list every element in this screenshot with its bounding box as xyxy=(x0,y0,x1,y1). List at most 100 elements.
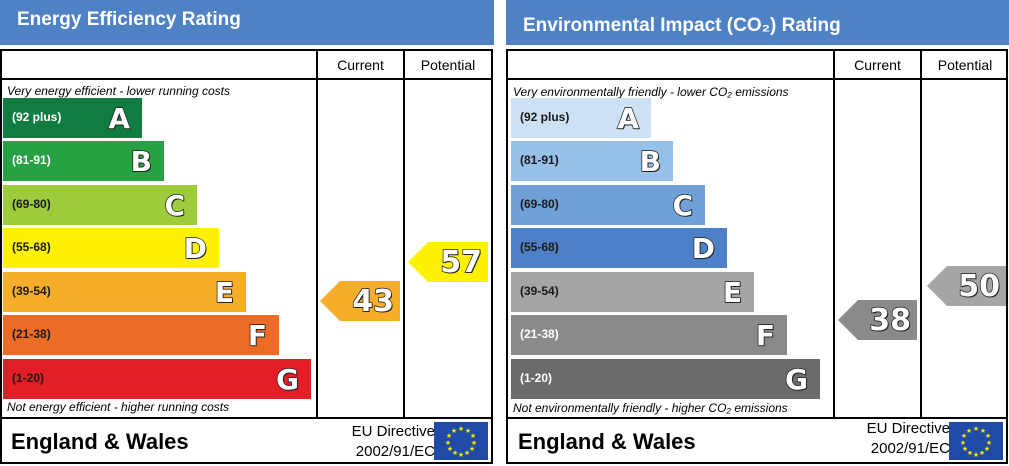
energy-current-arrow: 43 xyxy=(320,281,400,321)
energy-band-c: (69-80) C xyxy=(3,185,197,225)
band-range: (55-68) xyxy=(520,240,559,254)
env-band-e: (39-54) E xyxy=(511,272,754,312)
energy-efficiency-panel: Energy Efficiency Rating Current Potenti… xyxy=(0,0,494,466)
energy-divider-current xyxy=(316,51,318,418)
environmental-title-band: Environmental Impact (CO₂) Rating xyxy=(506,0,1009,45)
energy-eu-directive: EU Directive 2002/91/EC xyxy=(352,422,435,462)
env-current-arrow: 38 xyxy=(838,300,917,340)
env-band-b: (81-91) B xyxy=(511,141,673,181)
energy-current-value: 43 xyxy=(352,283,395,319)
band-range: (81-91) xyxy=(12,153,51,167)
env-divider-current xyxy=(833,51,835,418)
svg-text:★: ★ xyxy=(458,425,464,433)
energy-header-divider xyxy=(2,78,491,80)
band-letter: C xyxy=(164,188,186,222)
svg-text:★: ★ xyxy=(458,451,464,459)
arrow-shape-icon xyxy=(838,300,917,340)
band-letter: B xyxy=(130,144,153,178)
eu-directive-line2: 2002/91/EC xyxy=(355,443,435,460)
energy-band-f: (21-38) F xyxy=(3,315,279,355)
env-col-potential: Potential xyxy=(937,57,993,73)
svg-text:★: ★ xyxy=(451,427,457,435)
band-range: (81-91) xyxy=(520,153,559,167)
env-band-c: (69-80) C xyxy=(511,185,705,225)
svg-text:★: ★ xyxy=(973,425,979,433)
energy-band-a: (92 plus) A xyxy=(3,98,142,138)
energy-band-e: (39-54) E xyxy=(3,272,246,312)
energy-potential-value: 57 xyxy=(440,244,483,280)
band-letter: A xyxy=(617,101,640,135)
band-letter: F xyxy=(755,318,776,352)
svg-text:★: ★ xyxy=(465,427,471,435)
svg-text:★: ★ xyxy=(469,445,475,453)
arrow-shape-icon xyxy=(408,242,488,282)
eu-flag-icon: ★ ★ ★ ★ ★ ★ ★ ★ ★ ★ ★ ★ xyxy=(434,422,488,460)
env-top-note: Very environmentally friendly - lower CO… xyxy=(513,85,789,99)
energy-title-band: Energy Efficiency Rating xyxy=(0,0,494,45)
svg-text:★: ★ xyxy=(962,445,968,453)
env-band-a: (92 plus) A xyxy=(511,98,651,138)
svg-text:★: ★ xyxy=(985,432,991,440)
energy-col-potential: Potential xyxy=(420,57,476,73)
energy-title: Energy Efficiency Rating xyxy=(17,9,241,30)
svg-text:★: ★ xyxy=(464,449,470,457)
band-letter: G xyxy=(275,362,299,396)
env-header-divider xyxy=(508,78,1006,80)
env-band-d: (55-68) D xyxy=(511,228,727,268)
band-letter: E xyxy=(722,275,743,309)
svg-text:★: ★ xyxy=(470,432,476,440)
env-current-value: 38 xyxy=(869,302,912,338)
arrow-shape-icon xyxy=(320,281,400,321)
svg-text:★: ★ xyxy=(961,432,967,440)
band-range: (21-38) xyxy=(12,327,51,341)
band-range: (92 plus) xyxy=(12,110,62,124)
energy-band-g: (1-20) G xyxy=(3,359,311,399)
env-col-current: Current xyxy=(854,57,901,73)
env-potential-arrow: 50 xyxy=(927,266,1006,306)
eu-directive-line1: EU Directive xyxy=(351,423,435,440)
svg-text:★: ★ xyxy=(986,439,992,447)
band-letter: F xyxy=(247,318,268,352)
band-letter: A xyxy=(108,101,131,135)
band-letter: B xyxy=(639,144,662,178)
energy-potential-arrow: 57 xyxy=(408,242,488,282)
svg-text:★: ★ xyxy=(966,427,972,435)
svg-text:★: ★ xyxy=(967,449,973,457)
env-eu-directive: EU Directive 2002/91/EC xyxy=(867,419,950,459)
band-range: (1-20) xyxy=(12,371,45,385)
arrow-shape-icon xyxy=(927,266,1006,306)
environmental-impact-panel: Environmental Impact (CO₂) Rating Curren… xyxy=(506,0,1009,466)
env-bottom-note: Not environmentally friendly - higher CO… xyxy=(513,401,788,415)
band-letter: D xyxy=(183,231,208,265)
svg-text:★: ★ xyxy=(452,449,458,457)
env-footer-divider xyxy=(508,417,1006,419)
band-range: (92 plus) xyxy=(520,110,570,124)
energy-bottom-note: Not energy efficient - higher running co… xyxy=(7,400,230,414)
env-band-f: (21-38) F xyxy=(511,315,787,355)
svg-text:★: ★ xyxy=(973,451,979,459)
band-range: (55-68) xyxy=(12,240,51,254)
eu-flag-icon: ★ ★ ★ ★ ★ ★ ★ ★ ★ ★ ★ ★ xyxy=(949,422,1003,460)
energy-rating-table: Current Potential Very energy efficient … xyxy=(0,49,493,464)
energy-top-note: Very energy efficient - lower running co… xyxy=(7,84,230,98)
band-range: (39-54) xyxy=(520,284,559,298)
energy-footer-region: England & Wales xyxy=(11,429,189,454)
energy-band-d: (55-68) D xyxy=(3,228,219,268)
svg-text:★: ★ xyxy=(445,439,451,447)
eu-directive-line2: 2002/91/EC xyxy=(870,440,950,457)
svg-text:★: ★ xyxy=(960,439,966,447)
svg-text:★: ★ xyxy=(984,445,990,453)
band-range: (69-80) xyxy=(520,197,559,211)
environmental-title: Environmental Impact (CO₂) Rating xyxy=(523,15,841,36)
env-band-g: (1-20) G xyxy=(511,359,820,399)
band-letter: D xyxy=(691,231,716,265)
svg-text:★: ★ xyxy=(471,439,477,447)
eu-directive-line1: EU Directive xyxy=(866,420,950,437)
band-range: (21-38) xyxy=(520,327,559,341)
svg-text:★: ★ xyxy=(447,445,453,453)
band-letter: G xyxy=(784,362,808,396)
band-range: (39-54) xyxy=(12,284,51,298)
svg-text:★: ★ xyxy=(979,449,985,457)
band-letter: E xyxy=(214,275,235,309)
svg-text:★: ★ xyxy=(980,427,986,435)
